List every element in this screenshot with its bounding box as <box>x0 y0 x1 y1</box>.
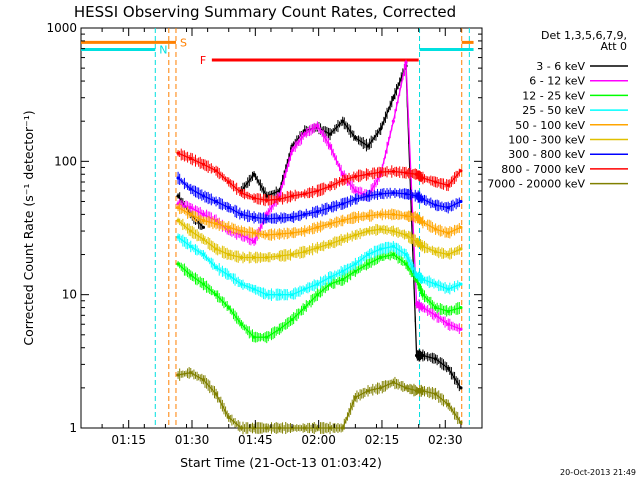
x-tick-label: 02:15 <box>365 433 400 447</box>
legend-header: Att 0 <box>601 40 627 53</box>
legend-label: 12 - 25 keV <box>522 89 585 102</box>
legend-label: 3 - 6 keV <box>536 60 585 73</box>
x-tick-label: 01:15 <box>111 433 146 447</box>
annotation-label: N <box>159 43 167 56</box>
x-axis-label: Start Time (21-Oct-13 01:03:42) <box>180 455 382 470</box>
legend-label: 100 - 300 keV <box>508 134 585 147</box>
y-tick-label: 10 <box>62 288 77 302</box>
legend-label: 7000 - 20000 keV <box>487 178 585 191</box>
plot-frame <box>80 27 483 429</box>
legend-label: 25 - 50 keV <box>522 104 585 117</box>
legend-label: 6 - 12 keV <box>529 75 585 88</box>
annotation-label: F <box>200 54 206 67</box>
y-axis-label: Corrected Count Rate (s⁻¹ detector⁻¹) <box>21 110 36 345</box>
annotation-label: S <box>180 36 187 49</box>
y-tick-label: 1000 <box>46 21 77 35</box>
x-tick-label: 02:30 <box>428 433 463 447</box>
chart-title: HESSI Observing Summary Count Rates, Cor… <box>74 3 456 21</box>
legend: Det 1,3,5,6,7,9,Att 0 3 - 6 keV 6 - 12 keV… <box>487 29 628 191</box>
x-axis: 01:15 01:30 01:45 02:00 02:15 02:30 <box>80 28 483 447</box>
y-tick-label: 100 <box>54 154 77 168</box>
y-tick-label: 1 <box>69 421 77 435</box>
x-tick-label: 02:00 <box>301 433 336 447</box>
annotation-bars: SN F <box>81 36 474 67</box>
legend-label: 300 - 800 keV <box>508 148 585 161</box>
x-tick-label: 01:30 <box>175 433 210 447</box>
legend-header: Det 1,3,5,6,7,9, <box>541 29 627 42</box>
legend-label: 50 - 100 keV <box>515 119 585 132</box>
series-group <box>176 59 463 435</box>
series-line <box>177 253 462 338</box>
x-tick-label: 01:45 <box>238 433 273 447</box>
legend-label: 800 - 7000 keV <box>501 163 585 176</box>
y-axis: 1 10 100 1000 <box>46 21 482 435</box>
timestamp: 20-Oct-2013 21:49 <box>560 468 636 477</box>
